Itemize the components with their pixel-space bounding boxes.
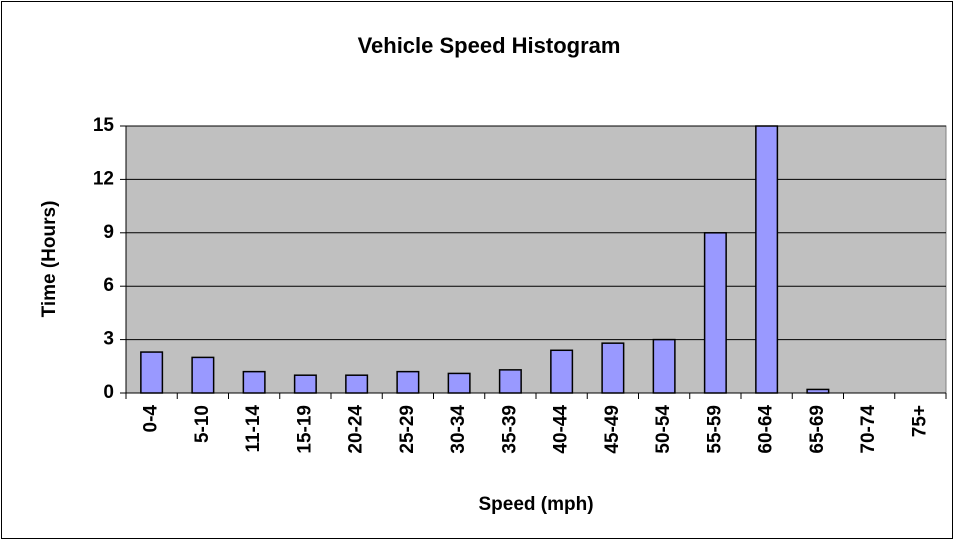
x-tick-label: 15-19 xyxy=(294,405,315,454)
y-tick-label: 9 xyxy=(103,222,114,243)
y-tick-label: 6 xyxy=(103,275,114,296)
bar xyxy=(755,125,779,394)
bar xyxy=(447,372,471,394)
y-tick-label: 3 xyxy=(103,329,114,350)
x-tick-label: 75+ xyxy=(909,405,930,437)
y-tick-label: 12 xyxy=(93,168,114,189)
x-tick-label: 20-24 xyxy=(346,405,367,454)
chart-title: Vehicle Speed Histogram xyxy=(358,33,621,58)
x-tick-label: 35-39 xyxy=(499,405,520,454)
bar xyxy=(652,338,676,394)
y-axis-label: Time (Hours) xyxy=(39,201,60,318)
x-tick-label: 11-14 xyxy=(243,405,264,453)
bar xyxy=(293,374,317,394)
plot-area xyxy=(125,125,947,394)
y-tick-label: 15 xyxy=(93,115,115,136)
bar xyxy=(396,370,420,394)
x-tick-label: 25-29 xyxy=(397,405,418,454)
bar xyxy=(498,369,522,394)
bar xyxy=(242,370,266,394)
x-tick-label: 60-64 xyxy=(756,405,777,454)
bar xyxy=(806,388,830,394)
x-tick-label: 0-4 xyxy=(141,405,162,433)
bar xyxy=(191,356,215,394)
x-tick-label: 40-44 xyxy=(551,405,572,454)
bar xyxy=(550,349,574,394)
bar xyxy=(703,232,727,394)
x-tick-label: 55-59 xyxy=(704,405,725,454)
bar xyxy=(140,351,164,394)
x-tick-label: 45-49 xyxy=(602,405,623,454)
x-tick-label: 65-69 xyxy=(807,405,828,454)
y-tick-label: 0 xyxy=(103,382,114,403)
x-tick-label: 50-54 xyxy=(653,405,674,454)
x-axis-label: Speed (mph) xyxy=(478,494,593,515)
x-tick-label: 30-34 xyxy=(448,405,469,454)
bar xyxy=(601,342,625,394)
bar xyxy=(345,374,369,394)
x-tick-label: 5-10 xyxy=(192,405,213,443)
x-tick-label: 70-74 xyxy=(858,405,879,454)
